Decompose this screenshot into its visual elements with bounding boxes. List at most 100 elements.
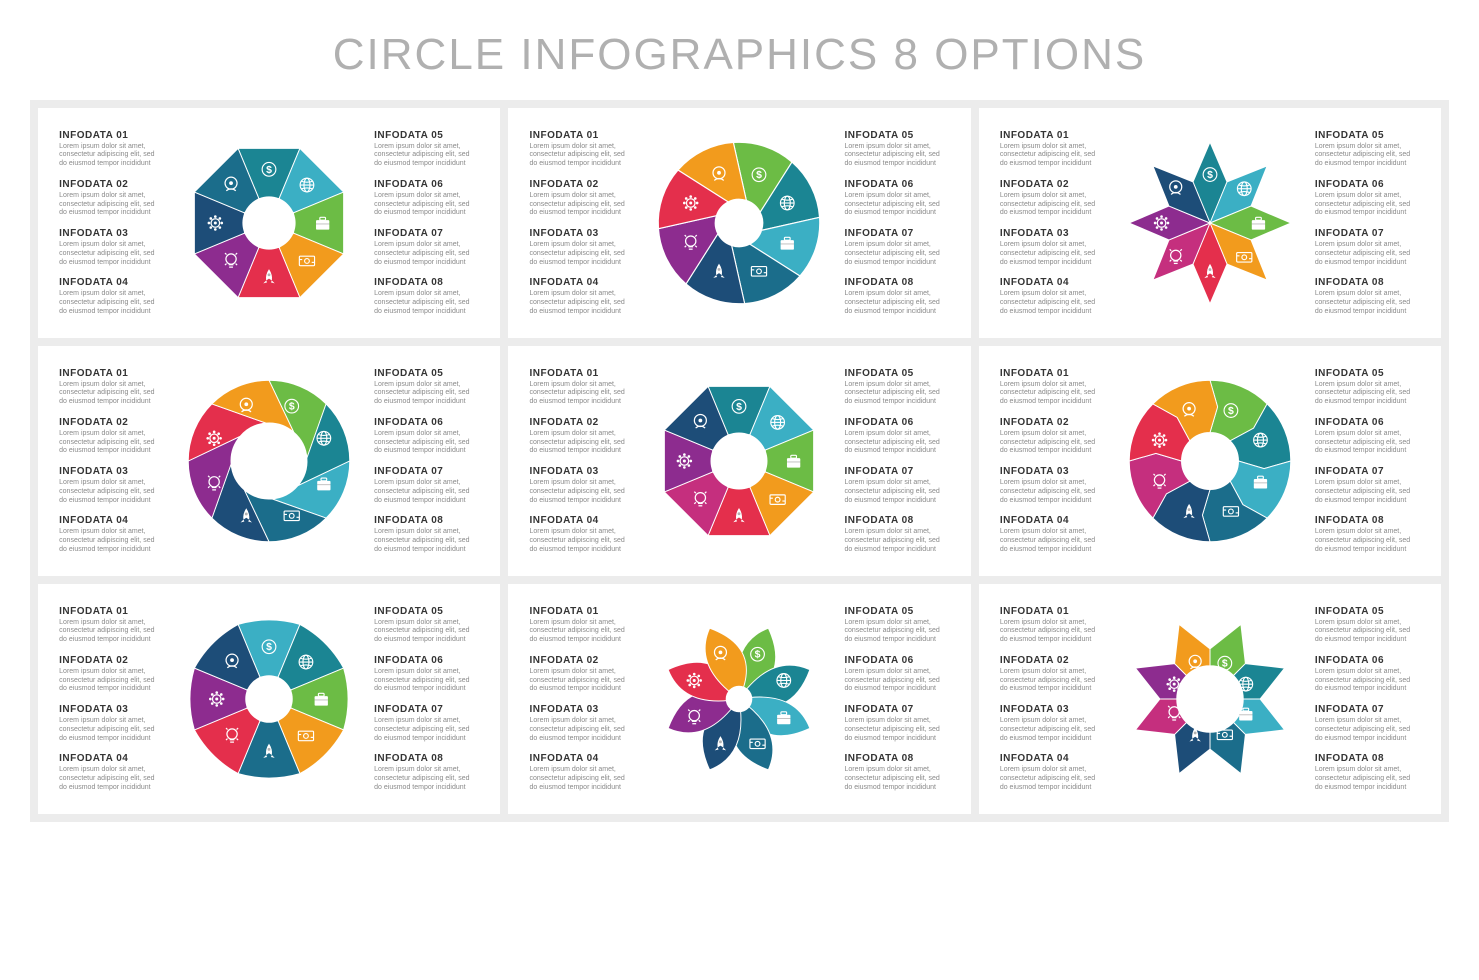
info-heading: INFODATA 03 [529,228,634,239]
circle-diagram-octagon-donut: $ [644,366,834,556]
info-body: Lorem ipsum dolor sit amet, consectetur … [59,717,164,743]
circle-diagram-flat-octagon: $ [174,128,364,318]
info-heading: INFODATA 04 [529,277,634,288]
info-body: Lorem ipsum dolor sit amet, consectetur … [59,192,164,218]
info-heading: INFODATA 02 [1000,179,1105,190]
right-labels: INFODATA 05 Lorem ipsum dolor sit amet, … [1315,606,1420,793]
info-block-3: INFODATA 03 Lorem ipsum dolor sit amet, … [1000,466,1105,505]
svg-text:$: $ [266,165,272,176]
info-block-6: INFODATA 06 Lorem ipsum dolor sit amet, … [844,417,949,456]
right-labels: INFODATA 05 Lorem ipsum dolor sit amet, … [374,606,479,793]
right-labels: INFODATA 05 Lorem ipsum dolor sit amet, … [844,368,949,555]
info-body: Lorem ipsum dolor sit amet, consectetur … [1315,290,1420,316]
info-heading: INFODATA 06 [1315,417,1420,428]
info-heading: INFODATA 07 [374,466,479,477]
info-block-8: INFODATA 08 Lorem ipsum dolor sit amet, … [1315,753,1420,792]
info-block-3: INFODATA 03 Lorem ipsum dolor sit amet, … [59,466,164,505]
info-body: Lorem ipsum dolor sit amet, consectetur … [374,241,479,267]
infographic-cell-4: INFODATA 01 Lorem ipsum dolor sit amet, … [38,346,500,576]
info-body: Lorem ipsum dolor sit amet, consectetur … [1000,290,1105,316]
left-labels: INFODATA 01 Lorem ipsum dolor sit amet, … [1000,130,1105,317]
info-body: Lorem ipsum dolor sit amet, consectetur … [529,143,634,169]
info-heading: INFODATA 05 [844,130,949,141]
info-heading: INFODATA 03 [1000,228,1105,239]
info-heading: INFODATA 05 [374,130,479,141]
info-body: Lorem ipsum dolor sit amet, consectetur … [844,668,949,694]
info-block-1: INFODATA 01 Lorem ipsum dolor sit amet, … [1000,368,1105,407]
info-body: Lorem ipsum dolor sit amet, consectetur … [59,143,164,169]
info-block-7: INFODATA 07 Lorem ipsum dolor sit amet, … [844,466,949,505]
info-body: Lorem ipsum dolor sit amet, consectetur … [529,192,634,218]
info-block-3: INFODATA 03 Lorem ipsum dolor sit amet, … [1000,704,1105,743]
info-heading: INFODATA 06 [374,179,479,190]
info-body: Lorem ipsum dolor sit amet, consectetur … [529,717,634,743]
info-block-8: INFODATA 08 Lorem ipsum dolor sit amet, … [374,515,479,554]
info-heading: INFODATA 01 [1000,606,1105,617]
info-body: Lorem ipsum dolor sit amet, consectetur … [1000,430,1105,456]
info-body: Lorem ipsum dolor sit amet, consectetur … [374,717,479,743]
info-heading: INFODATA 08 [1315,753,1420,764]
info-block-4: INFODATA 04 Lorem ipsum dolor sit amet, … [59,515,164,554]
info-body: Lorem ipsum dolor sit amet, consectetur … [1315,479,1420,505]
info-body: Lorem ipsum dolor sit amet, consectetur … [1000,241,1105,267]
info-body: Lorem ipsum dolor sit amet, consectetur … [844,290,949,316]
info-block-2: INFODATA 02 Lorem ipsum dolor sit amet, … [1000,179,1105,218]
info-block-7: INFODATA 07 Lorem ipsum dolor sit amet, … [1315,228,1420,267]
info-body: Lorem ipsum dolor sit amet, consectetur … [1315,766,1420,792]
info-heading: INFODATA 04 [59,753,164,764]
info-body: Lorem ipsum dolor sit amet, consectetur … [1315,430,1420,456]
info-heading: INFODATA 05 [374,368,479,379]
infographic-cell-3: INFODATA 01 Lorem ipsum dolor sit amet, … [979,108,1441,338]
info-heading: INFODATA 01 [59,606,164,617]
info-heading: INFODATA 06 [1315,655,1420,666]
svg-text:$: $ [289,402,295,413]
info-heading: INFODATA 03 [529,704,634,715]
right-labels: INFODATA 05 Lorem ipsum dolor sit amet, … [1315,130,1420,317]
info-body: Lorem ipsum dolor sit amet, consectetur … [374,528,479,554]
info-body: Lorem ipsum dolor sit amet, consectetur … [374,479,479,505]
info-body: Lorem ipsum dolor sit amet, consectetur … [844,479,949,505]
info-body: Lorem ipsum dolor sit amet, consectetur … [59,668,164,694]
info-heading: INFODATA 01 [59,130,164,141]
info-body: Lorem ipsum dolor sit amet, consectetur … [1000,619,1105,645]
circle-diagram-shutter-donut: $ [644,128,834,318]
info-heading: INFODATA 05 [844,606,949,617]
info-heading: INFODATA 02 [529,417,634,428]
info-body: Lorem ipsum dolor sit amet, consectetur … [844,430,949,456]
info-heading: INFODATA 02 [1000,417,1105,428]
info-heading: INFODATA 04 [1000,753,1105,764]
infographic-cell-6: INFODATA 01 Lorem ipsum dolor sit amet, … [979,346,1441,576]
info-block-7: INFODATA 07 Lorem ipsum dolor sit amet, … [374,466,479,505]
info-body: Lorem ipsum dolor sit amet, consectetur … [529,290,634,316]
info-body: Lorem ipsum dolor sit amet, consectetur … [374,143,479,169]
info-heading: INFODATA 07 [844,704,949,715]
info-body: Lorem ipsum dolor sit amet, consectetur … [1315,528,1420,554]
info-block-3: INFODATA 03 Lorem ipsum dolor sit amet, … [529,466,634,505]
info-heading: INFODATA 04 [59,277,164,288]
info-heading: INFODATA 08 [374,515,479,526]
infographic-cell-2: INFODATA 01 Lorem ipsum dolor sit amet, … [508,108,970,338]
info-block-2: INFODATA 02 Lorem ipsum dolor sit amet, … [59,655,164,694]
info-body: Lorem ipsum dolor sit amet, consectetur … [374,619,479,645]
info-block-2: INFODATA 02 Lorem ipsum dolor sit amet, … [529,179,634,218]
info-block-2: INFODATA 02 Lorem ipsum dolor sit amet, … [1000,655,1105,694]
info-body: Lorem ipsum dolor sit amet, consectetur … [1315,241,1420,267]
info-body: Lorem ipsum dolor sit amet, consectetur … [1000,192,1105,218]
info-heading: INFODATA 05 [1315,606,1420,617]
info-heading: INFODATA 03 [59,228,164,239]
info-block-4: INFODATA 04 Lorem ipsum dolor sit amet, … [1000,753,1105,792]
info-body: Lorem ipsum dolor sit amet, consectetur … [59,766,164,792]
info-block-8: INFODATA 08 Lorem ipsum dolor sit amet, … [374,753,479,792]
info-block-1: INFODATA 01 Lorem ipsum dolor sit amet, … [1000,606,1105,645]
right-labels: INFODATA 05 Lorem ipsum dolor sit amet, … [1315,368,1420,555]
circle-diagram-spiral-donut: $ [174,366,364,556]
info-block-2: INFODATA 02 Lorem ipsum dolor sit amet, … [59,179,164,218]
info-heading: INFODATA 06 [1315,179,1420,190]
info-body: Lorem ipsum dolor sit amet, consectetur … [59,528,164,554]
info-heading: INFODATA 03 [1000,466,1105,477]
infographic-cell-9: INFODATA 01 Lorem ipsum dolor sit amet, … [979,584,1441,814]
info-heading: INFODATA 03 [59,466,164,477]
info-heading: INFODATA 02 [529,655,634,666]
info-heading: INFODATA 07 [1315,466,1420,477]
info-heading: INFODATA 04 [529,753,634,764]
